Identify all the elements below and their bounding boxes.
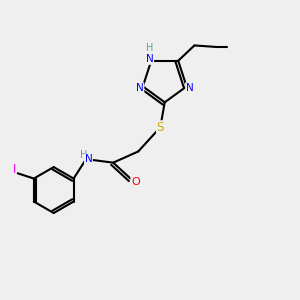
Text: O: O xyxy=(131,177,140,187)
Text: N: N xyxy=(136,83,144,93)
Text: N: N xyxy=(186,83,194,93)
Text: N: N xyxy=(146,54,154,64)
Text: H: H xyxy=(146,44,153,53)
Text: I: I xyxy=(12,163,16,176)
Text: N: N xyxy=(85,154,92,164)
Text: S: S xyxy=(157,121,164,134)
Text: H: H xyxy=(80,150,87,160)
